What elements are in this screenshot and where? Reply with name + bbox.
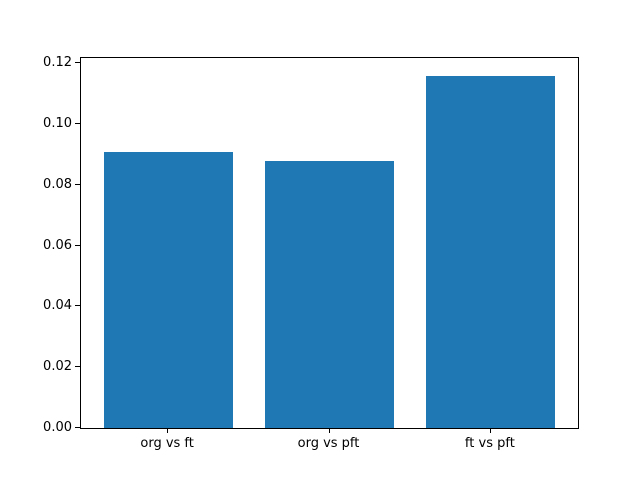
y-tick-label: 0.12 bbox=[43, 55, 72, 71]
bar-org-vs-pft bbox=[264, 160, 395, 428]
plot-area bbox=[80, 57, 579, 429]
x-tick-label: ft vs pft bbox=[464, 436, 515, 451]
x-tick-label: org vs ft bbox=[140, 436, 194, 451]
y-tick-mark bbox=[75, 305, 80, 307]
bar-ft-vs-pft bbox=[426, 75, 556, 428]
y-tick-mark bbox=[75, 183, 80, 185]
y-tick-label: 0.06 bbox=[43, 237, 72, 253]
y-tick-label: 0.00 bbox=[43, 420, 72, 435]
x-tick-label: org vs pft bbox=[297, 436, 360, 451]
y-tick-mark bbox=[75, 123, 80, 125]
y-tick-label: 0.08 bbox=[43, 176, 72, 192]
x-tick-mark bbox=[328, 428, 330, 433]
y-tick-mark bbox=[75, 244, 80, 246]
y-tick-label: 0.10 bbox=[43, 116, 72, 132]
y-tick-mark bbox=[75, 62, 80, 64]
x-tick-mark bbox=[167, 428, 169, 433]
y-tick-label: 0.02 bbox=[43, 359, 72, 375]
y-tick-mark bbox=[75, 427, 80, 428]
bar-org-vs-ft bbox=[103, 151, 233, 428]
y-tick-label: 0.04 bbox=[43, 298, 72, 314]
x-tick-mark bbox=[489, 428, 491, 433]
y-tick-mark bbox=[75, 366, 80, 368]
